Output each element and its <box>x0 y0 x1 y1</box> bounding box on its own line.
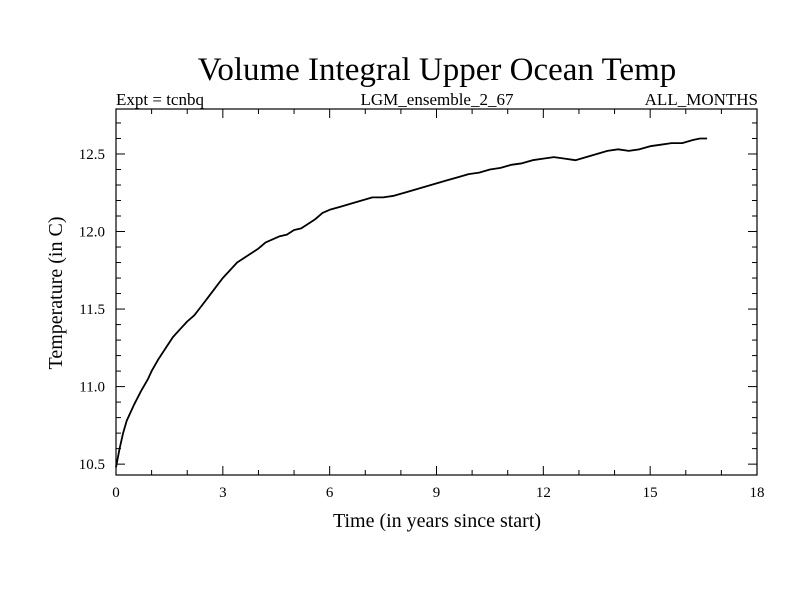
x-tick-label: 15 <box>643 485 658 501</box>
chart-title: Volume Integral Upper Ocean Temp <box>198 52 676 88</box>
subtitle-right: ALL_MONTHS <box>645 90 758 109</box>
y-tick-label: 12.0 <box>79 225 105 241</box>
subtitle-left: Expt = tcnbq <box>116 90 204 109</box>
subtitle-center: LGM_ensemble_2_67 <box>361 90 514 109</box>
x-tick-label: 9 <box>433 485 441 501</box>
x-axis-tick-labels: 0 3 6 9 12 15 18 <box>112 485 764 501</box>
x-tick-label: 18 <box>750 485 765 501</box>
y-axis-ticks <box>116 122 757 465</box>
x-tick-label: 3 <box>219 485 227 501</box>
y-axis-tick-labels: 10.5 11.0 11.5 12.0 12.5 <box>79 147 105 473</box>
y-tick-label: 11.5 <box>79 302 105 318</box>
y-tick-label: 10.5 <box>79 457 105 473</box>
x-tick-label: 0 <box>112 485 120 501</box>
y-axis-label: Temperature (in C) <box>45 217 67 370</box>
x-axis-ticks <box>115 109 758 475</box>
x-axis-label: Time (in years since start) <box>333 510 541 532</box>
series-line <box>115 137 708 468</box>
x-tick-label: 12 <box>536 485 551 501</box>
x-tick-label: 6 <box>326 485 334 501</box>
y-tick-label: 11.0 <box>79 380 105 396</box>
y-tick-label: 12.5 <box>79 147 105 163</box>
